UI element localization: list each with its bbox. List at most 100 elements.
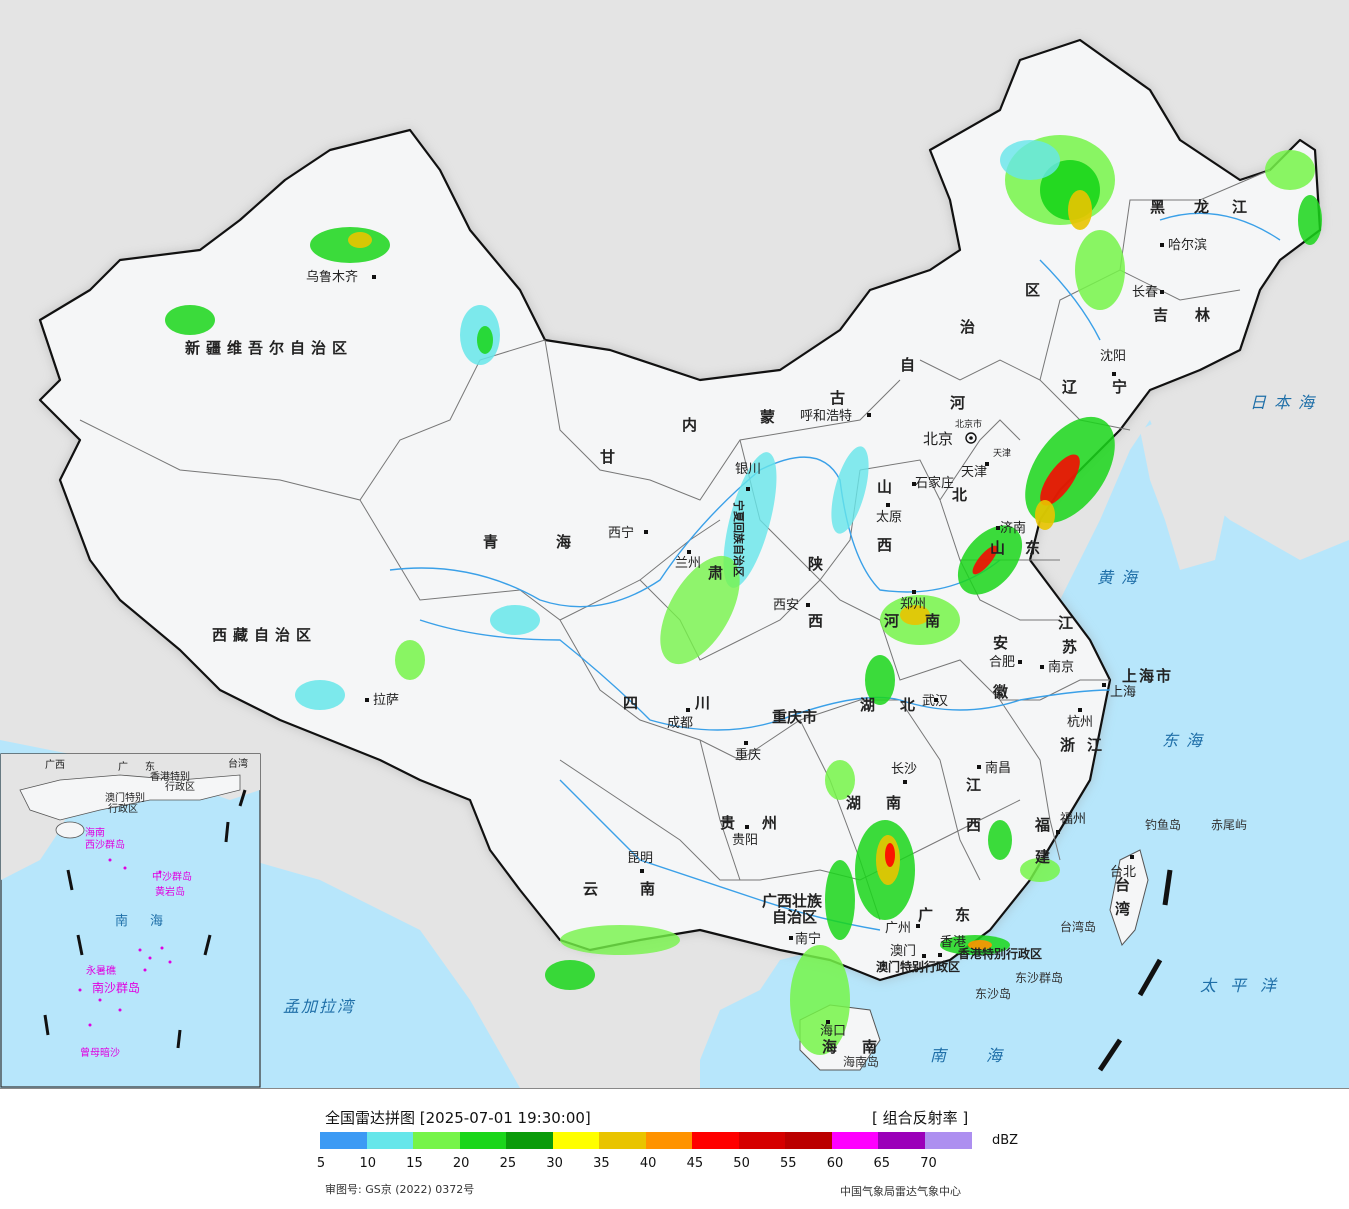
label-hainan-1: 海 xyxy=(822,1038,843,1056)
city-fz: 福州 xyxy=(1060,812,1086,827)
echo-hk-2 xyxy=(968,940,992,950)
city-shc: 上海 xyxy=(1110,685,1136,700)
label-shanxi-2: 西 xyxy=(877,536,898,554)
city-tjs: 天津 xyxy=(993,448,1011,459)
label-henan-2: 南 xyxy=(925,612,946,630)
label-cq: 重庆市 xyxy=(772,708,817,726)
inset-label-hk1: 香港特别 xyxy=(150,771,190,783)
korea-land xyxy=(1140,410,1230,570)
radar-map: 新疆维吾尔自治区 西藏自治区 青 海 甘 肃 内 蒙 古 自 治 区 黑 龙 江… xyxy=(0,0,1349,1088)
inset-label-hn: 海南 xyxy=(85,826,105,839)
legend-unit: dBZ xyxy=(992,1133,1019,1148)
legend-tick-8: 45 xyxy=(686,1156,704,1171)
label-gd-1: 广 xyxy=(918,906,939,924)
label-ah-1: 安 xyxy=(993,634,1014,652)
label-shaanxi-1: 陕 xyxy=(808,555,829,573)
echo-xz-2 xyxy=(395,640,425,680)
echo-yn-2 xyxy=(545,960,595,990)
legend-panel: 全国雷达拼图 [2025-07-01 19:30:00] [ 组合反射率 ] d… xyxy=(0,1088,1349,1209)
city-hhht: 呼和浩特 xyxy=(800,409,852,424)
city-cd: 成都 xyxy=(667,716,693,731)
city-bj: 北京 xyxy=(923,430,953,448)
label-qinghai-2: 海 xyxy=(556,533,577,551)
label-nmg-3: 古 xyxy=(830,389,851,407)
label-hlj-1: 黑 xyxy=(1150,198,1171,216)
island-hnd: 海南岛 xyxy=(843,1054,879,1069)
echo-gx-1 xyxy=(790,945,850,1055)
sea-mjlw: 孟加拉湾 xyxy=(283,997,356,1016)
island-dyd: 钓鱼岛 xyxy=(1145,817,1181,832)
city-bjs: 北京市 xyxy=(955,418,982,430)
label-gansu-2: 肃 xyxy=(708,564,729,582)
echo-ln-3 xyxy=(1035,500,1055,530)
city-gy: 贵阳 xyxy=(732,833,758,848)
city-wlmq: 乌鲁木齐 xyxy=(306,269,358,285)
label-js-1: 江 xyxy=(1058,614,1079,632)
echo-ne-6 xyxy=(1265,150,1315,190)
inset-label-hai: 海 xyxy=(150,914,163,929)
echo-gx-2 xyxy=(825,860,855,940)
echo-fj-1 xyxy=(988,820,1012,860)
inset-label-nsqd: 南沙群岛 xyxy=(92,980,140,995)
inset-label-zsqd: 中沙群岛 xyxy=(152,870,192,883)
label-jx-1: 江 xyxy=(966,776,987,794)
sea-boundary-lines xyxy=(1097,869,1173,1072)
echo-hub-1 xyxy=(865,655,895,705)
echo-gs-2 xyxy=(660,555,740,665)
inset-label-gd1: 广 xyxy=(118,761,128,773)
legend-tick-4: 25 xyxy=(499,1156,517,1171)
inset-label-mo2: 行政区 xyxy=(108,802,138,815)
label-hun-1: 湖 xyxy=(846,794,867,812)
label-ah-2: 徽 xyxy=(992,683,1014,701)
south-china-sea-inset xyxy=(0,753,261,1088)
inset-label-hyd: 黄岩岛 xyxy=(155,885,185,898)
legend-tick-9: 50 xyxy=(733,1156,750,1171)
city-tb: 台北 xyxy=(1110,865,1136,880)
label-nx: 宁夏回族自治区 xyxy=(732,500,746,577)
sea-dh: 东海 xyxy=(1162,731,1210,750)
taiwan-island xyxy=(1109,849,1149,946)
echo-gz-1 xyxy=(825,760,855,800)
echo-gs-3 xyxy=(831,446,869,534)
city-hk2: 海口 xyxy=(820,1024,846,1039)
label-sc-1: 四 xyxy=(623,694,644,712)
echo-xj-3 xyxy=(165,305,215,335)
echo-fj-2 xyxy=(1020,858,1060,882)
city-xg: 香港 xyxy=(940,935,966,950)
label-sd-1: 山 xyxy=(990,539,1011,557)
legend-tick-7: 40 xyxy=(639,1156,657,1171)
label-nmg-4: 自 xyxy=(900,356,921,374)
inset-label-xsqd: 西沙群岛 xyxy=(85,838,125,851)
label-sd-2: 东 xyxy=(1025,539,1046,557)
echo-ne-5 xyxy=(1000,140,1060,180)
legend-swatch-8 xyxy=(692,1132,739,1149)
radar-echoes xyxy=(165,135,1322,1055)
sea-labels: 日本海 黄海 东海 太平洋 南海 孟加拉湾 xyxy=(283,393,1322,1065)
legend-swatch-6 xyxy=(599,1132,646,1149)
inset-label-ysj: 永暑礁 xyxy=(86,964,116,977)
legend-tick-1: 10 xyxy=(359,1156,376,1171)
label-gd-2: 东 xyxy=(955,906,976,924)
sea-rbh: 日本海 xyxy=(1250,393,1322,412)
legend-swatch-2 xyxy=(413,1132,460,1149)
city-ls: 拉萨 xyxy=(373,693,399,708)
label-jx-2: 西 xyxy=(966,816,987,834)
inset-label-zmas: 曾母暗沙 xyxy=(80,1046,120,1059)
label-jl-2: 林 xyxy=(1195,306,1216,324)
echo-gs-1 xyxy=(723,452,777,588)
legend-tick-10: 55 xyxy=(780,1156,797,1171)
echo-xz-1 xyxy=(295,680,345,710)
echo-xj-5 xyxy=(477,326,493,354)
city-nj: 南京 xyxy=(1048,659,1074,675)
city-tj: 天津 xyxy=(961,465,987,480)
echo-xj-2 xyxy=(348,232,372,248)
label-fj-1: 福 xyxy=(1034,816,1056,834)
sea-nh: 南海 xyxy=(930,1046,1042,1065)
inset-label-mo1: 澳门特别 xyxy=(105,791,145,804)
label-xizang: 西藏自治区 xyxy=(212,626,317,644)
label-hlj-3: 江 xyxy=(1232,198,1253,216)
label-hlj-2: 龙 xyxy=(1193,198,1215,216)
island-dsd: 东沙岛 xyxy=(975,986,1011,1001)
legend-tick-6: 35 xyxy=(593,1156,610,1171)
sea-hh: 黄海 xyxy=(1097,568,1145,587)
